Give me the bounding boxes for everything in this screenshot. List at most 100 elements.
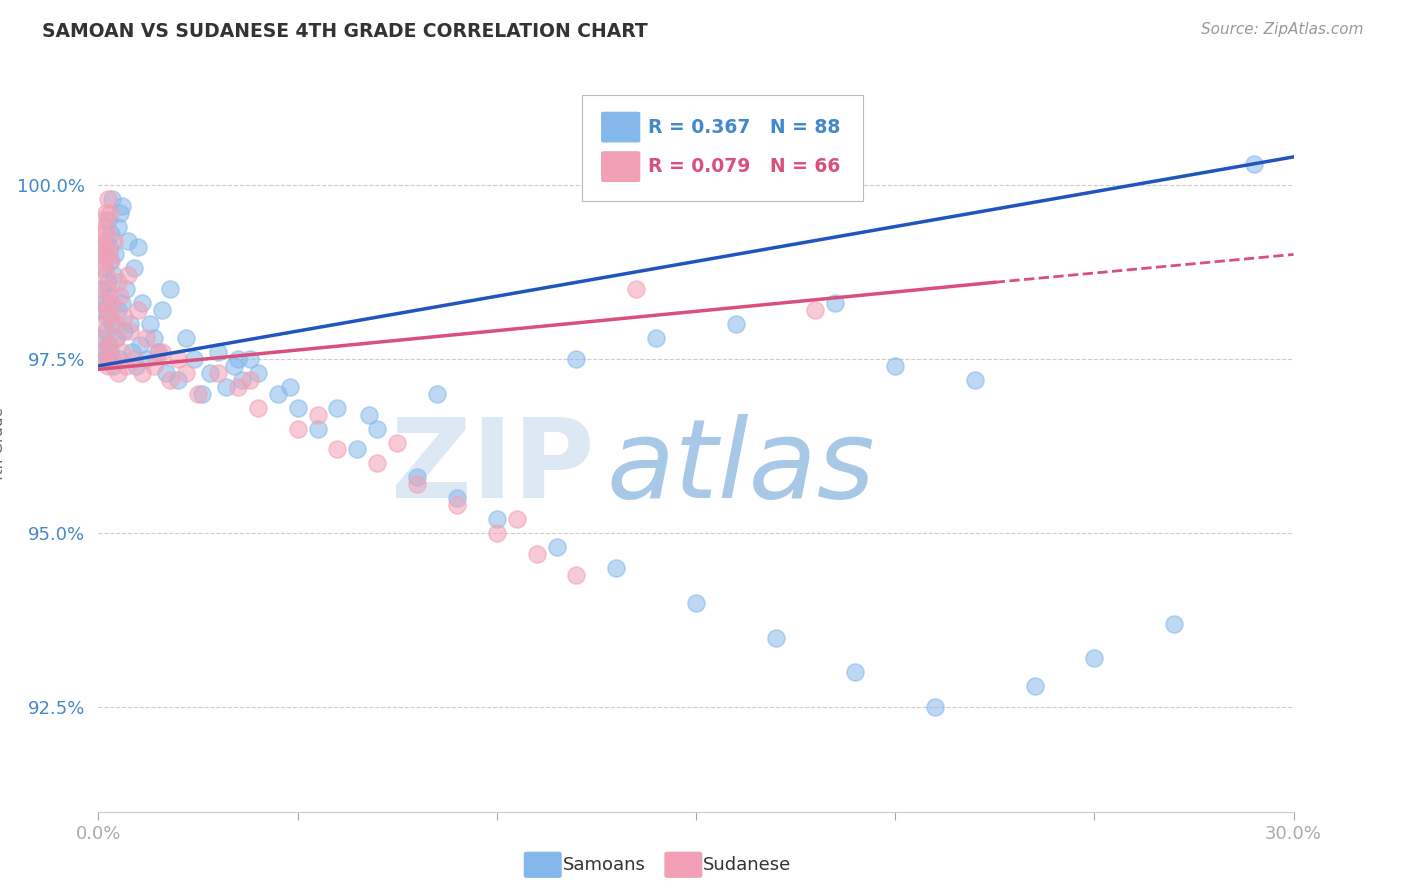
Point [98, 205, 122, 219]
Point [207, 366, 229, 380]
Point [267, 386, 290, 401]
Point [506, 512, 529, 526]
Point [127, 240, 149, 254]
Point [307, 421, 329, 435]
Point [844, 665, 866, 680]
Point [98, 240, 121, 254]
Point [406, 470, 429, 484]
Point [115, 359, 138, 373]
Point [94, 296, 117, 310]
Point [143, 331, 166, 345]
Point [174, 331, 197, 345]
Point [426, 386, 449, 401]
Point [150, 345, 173, 359]
Point [101, 351, 124, 366]
Point [198, 366, 221, 380]
Point [121, 345, 143, 359]
Point [96, 303, 118, 318]
Point [101, 317, 124, 331]
Point [107, 219, 129, 234]
Point [105, 331, 128, 345]
Point [112, 310, 135, 325]
Point [127, 303, 149, 318]
Point [724, 317, 747, 331]
Point [135, 351, 157, 366]
Point [565, 351, 588, 366]
Point [406, 477, 429, 491]
Point [97, 359, 120, 373]
Point [246, 401, 269, 415]
Text: R = 0.079   N = 66: R = 0.079 N = 66 [648, 157, 841, 176]
Point [546, 540, 568, 554]
Point [101, 359, 124, 373]
Point [98, 310, 121, 325]
Point [1163, 616, 1185, 631]
Point [150, 303, 173, 318]
Text: Sudanese: Sudanese [703, 856, 792, 874]
Point [110, 296, 132, 310]
Point [94, 351, 117, 366]
Point [1243, 157, 1265, 171]
Point [167, 373, 190, 387]
Point [884, 359, 907, 373]
Point [104, 317, 127, 331]
Point [183, 351, 205, 366]
Point [143, 359, 166, 373]
Point [148, 345, 170, 359]
Point [97, 282, 120, 296]
Point [685, 596, 707, 610]
Point [231, 373, 253, 387]
Point [120, 324, 142, 338]
FancyBboxPatch shape [600, 151, 641, 183]
Point [605, 561, 627, 575]
Point [89, 282, 111, 296]
Point [239, 373, 262, 387]
Point [148, 345, 170, 359]
Point [94, 227, 117, 241]
Point [96, 324, 118, 338]
Point [98, 247, 121, 261]
FancyBboxPatch shape [600, 111, 641, 144]
Point [124, 261, 146, 276]
Point [226, 351, 249, 366]
Point [159, 373, 181, 387]
Point [101, 192, 124, 206]
Point [139, 317, 162, 331]
Point [96, 234, 118, 248]
Text: Source: ZipAtlas.com: Source: ZipAtlas.com [1201, 22, 1364, 37]
Point [117, 234, 139, 248]
Point [112, 324, 135, 338]
Y-axis label: 4th Grade: 4th Grade [0, 408, 6, 484]
Point [385, 435, 409, 450]
Point [120, 317, 142, 331]
Point [565, 567, 588, 582]
Point [207, 345, 229, 359]
Point [100, 254, 122, 268]
Point [131, 296, 153, 310]
Point [804, 303, 827, 318]
Point [346, 442, 368, 457]
Point [125, 359, 148, 373]
Point [287, 401, 309, 415]
Point [89, 331, 111, 345]
Point [97, 275, 120, 289]
Point [131, 366, 153, 380]
Point [91, 282, 114, 296]
Point [359, 408, 381, 422]
Point [226, 380, 249, 394]
Point [326, 442, 349, 457]
Point [98, 254, 122, 268]
Point [278, 380, 301, 394]
Point [107, 366, 129, 380]
Point [963, 373, 986, 387]
Point [104, 247, 127, 261]
Text: SAMOAN VS SUDANESE 4TH GRADE CORRELATION CHART: SAMOAN VS SUDANESE 4TH GRADE CORRELATION… [42, 22, 648, 41]
Point [626, 282, 648, 296]
Point [89, 234, 111, 248]
Point [246, 366, 269, 380]
Point [924, 700, 946, 714]
Point [239, 351, 262, 366]
Point [108, 351, 131, 366]
Point [446, 491, 468, 506]
Point [94, 268, 117, 283]
